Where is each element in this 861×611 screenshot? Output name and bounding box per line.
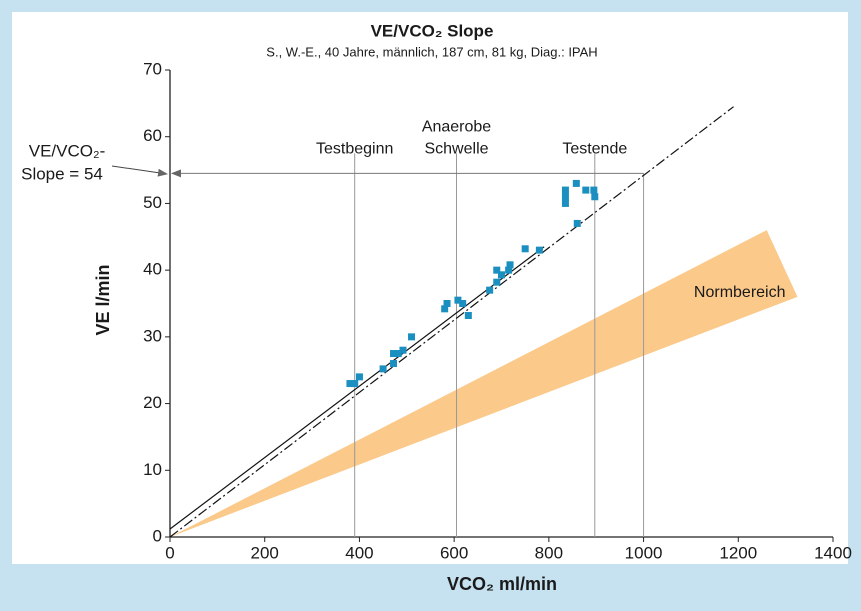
chart-title: VE/VCO₂ Slope bbox=[371, 21, 494, 40]
data-point bbox=[351, 380, 359, 388]
data-point bbox=[521, 245, 529, 253]
slope-pointer bbox=[111, 165, 168, 177]
data-point bbox=[535, 246, 543, 254]
x-tick-label: 1000 bbox=[625, 543, 663, 562]
y-tick-label: 0 bbox=[153, 526, 162, 545]
data-point bbox=[591, 193, 599, 201]
data-point bbox=[408, 333, 416, 341]
marker-label: Testbeginn bbox=[316, 141, 393, 158]
data-point bbox=[390, 360, 398, 368]
slope-label: VE/VCO₂- bbox=[29, 141, 106, 160]
data-point bbox=[590, 186, 598, 194]
x-tick-label: 600 bbox=[440, 543, 468, 562]
data-point bbox=[561, 199, 569, 207]
data-point bbox=[390, 350, 398, 358]
norm-band bbox=[170, 230, 798, 537]
y-tick-label: 60 bbox=[143, 126, 162, 145]
data-point bbox=[498, 271, 505, 279]
y-tick-label: 50 bbox=[143, 193, 162, 212]
x-axis-label: VCO₂ ml/min bbox=[447, 574, 557, 594]
data-point bbox=[454, 296, 462, 304]
data-point bbox=[573, 219, 581, 227]
marker-label: Anaerobe bbox=[422, 119, 491, 136]
y-tick-label: 20 bbox=[143, 393, 162, 412]
data-point bbox=[346, 380, 354, 388]
fit-line bbox=[169, 106, 734, 538]
x-tick-label: 800 bbox=[535, 543, 563, 562]
data-point bbox=[459, 300, 467, 307]
data-point bbox=[561, 193, 569, 201]
data-point bbox=[443, 300, 451, 307]
y-tick-label: 10 bbox=[143, 460, 162, 479]
band-label: Normbereich bbox=[694, 284, 786, 301]
data-point bbox=[506, 261, 514, 269]
data-point bbox=[493, 278, 501, 286]
marker-label: Schwelle bbox=[424, 141, 488, 158]
x-tick-label: 200 bbox=[251, 543, 279, 562]
data-point bbox=[486, 286, 494, 294]
data-point bbox=[582, 186, 590, 194]
data-point bbox=[464, 312, 472, 320]
data-point bbox=[394, 350, 402, 358]
y-tick-label: 70 bbox=[143, 59, 162, 78]
fit-line bbox=[169, 246, 545, 530]
slope-label: Slope = 54 bbox=[21, 164, 103, 183]
data-point bbox=[379, 365, 387, 373]
data-point bbox=[441, 305, 449, 313]
y-tick-label: 30 bbox=[143, 326, 162, 345]
y-axis-label: VE l/min bbox=[93, 264, 113, 335]
x-tick-label: 400 bbox=[345, 543, 373, 562]
data-point bbox=[505, 266, 513, 274]
marker-label: Testende bbox=[562, 141, 627, 158]
data-point bbox=[399, 346, 407, 354]
x-tick-label: 1200 bbox=[719, 543, 757, 562]
x-tick-label: 1400 bbox=[814, 543, 852, 562]
x-tick-label: 0 bbox=[165, 543, 174, 562]
data-point bbox=[493, 266, 501, 274]
y-tick-label: 40 bbox=[143, 260, 162, 279]
data-point bbox=[561, 186, 569, 194]
data-point bbox=[572, 179, 580, 187]
data-point bbox=[355, 373, 363, 381]
subtitle: S., W.-E., 40 Jahre, männlich, 187 cm, 8… bbox=[266, 44, 597, 59]
